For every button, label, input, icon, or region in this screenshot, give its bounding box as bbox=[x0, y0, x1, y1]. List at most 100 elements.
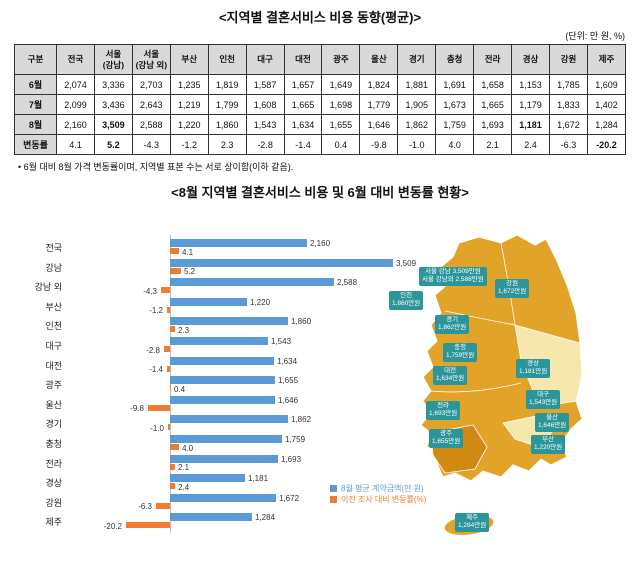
chart-row: 경기 1,862 -1.0 bbox=[0, 413, 640, 433]
map-region-label: 인천 1,860만원 bbox=[389, 291, 424, 310]
unit-note: (단위: 만 원, %) bbox=[565, 31, 625, 41]
table-cell: 1,649 bbox=[321, 74, 361, 95]
table-cell: 1,881 bbox=[397, 74, 437, 95]
value-bar bbox=[170, 239, 307, 247]
chart-row: 대구 1,543 -2.8 bbox=[0, 335, 640, 355]
value-bar bbox=[170, 513, 252, 522]
value-bar bbox=[170, 297, 247, 306]
table-cell: 3,336 bbox=[93, 74, 133, 95]
change-label: -2.8 bbox=[146, 345, 160, 355]
value-bar bbox=[170, 278, 334, 287]
change-label: 4.0 bbox=[182, 443, 194, 453]
value-bar bbox=[170, 317, 288, 326]
map-region-label: 부산 1,220만원 bbox=[531, 435, 566, 454]
chart-category-label: 강원 bbox=[45, 497, 62, 508]
value-bar bbox=[170, 415, 288, 424]
table-cell: 1,693 bbox=[473, 114, 513, 135]
change-bar bbox=[170, 483, 175, 490]
change-bar bbox=[167, 365, 170, 372]
value-label: 1,655 bbox=[278, 376, 299, 386]
table-cell: 1,665 bbox=[473, 94, 513, 115]
map-region-label: 대구 1,543만원 bbox=[526, 390, 561, 409]
value-bar bbox=[170, 356, 274, 365]
change-bar bbox=[161, 287, 170, 294]
map-region-label: 강원 1,672만원 bbox=[495, 279, 530, 298]
table-row: 변동률 4.1 5.2 -4.3 -1.2 2.3 -2.8 -1.4 0.4 -9.8 -1.0 4… bbox=[14, 134, 627, 155]
region-border-line bbox=[444, 310, 516, 326]
change-label: -6.3 bbox=[138, 502, 152, 512]
chart-row: 경상 1,181 2.4 bbox=[0, 472, 640, 492]
table-row: 7월 2,099 3,436 2,643 1,219 1,799 1,608 1,665 1,6… bbox=[14, 94, 627, 115]
chart-category-label: 대전 bbox=[45, 360, 62, 371]
chart-category-label: 인천 bbox=[45, 321, 62, 332]
header-cell: 구분 bbox=[14, 44, 57, 75]
change-bar bbox=[126, 522, 170, 529]
change-label: -1.0 bbox=[150, 423, 164, 433]
map-region-label: 전라 1,693만원 bbox=[426, 401, 461, 420]
legend-item: 이전 조사 대비 변동률(%) bbox=[330, 494, 426, 505]
value-label: 1,220 bbox=[250, 297, 271, 307]
table-cell: 0.4 bbox=[321, 134, 361, 155]
value-bar bbox=[170, 435, 282, 443]
value-label: 1,646 bbox=[278, 395, 299, 405]
table-cell: -20.2 bbox=[586, 134, 627, 155]
table-cell: 1,634 bbox=[283, 114, 323, 135]
header-cell: 충청 bbox=[435, 44, 475, 75]
table-cell: 3,436 bbox=[93, 94, 133, 115]
value-bar bbox=[170, 337, 268, 345]
change-label: 4.1 bbox=[182, 247, 194, 257]
table-cell: 2,074 bbox=[56, 74, 95, 95]
value-label: 1,543 bbox=[271, 337, 292, 346]
map-region-label: 광주 1,655만원 bbox=[429, 429, 464, 448]
value-label: 1,693 bbox=[281, 454, 302, 464]
value-label: 2,160 bbox=[310, 239, 331, 248]
table-cell: 1,759 bbox=[435, 114, 475, 135]
change-bar bbox=[168, 424, 170, 431]
chart-row: 제주 1,284 -20.2 bbox=[0, 511, 640, 531]
table-cell: 1,657 bbox=[283, 74, 323, 95]
chart-category-label: 충청 bbox=[45, 439, 62, 449]
table-cell: 1,691 bbox=[435, 74, 475, 95]
region-border-line bbox=[430, 382, 522, 393]
table-cell: 2.1 bbox=[473, 134, 513, 155]
table-cell: 1,235 bbox=[169, 74, 209, 95]
map-region-label: 경상 1,181만원 bbox=[516, 359, 551, 378]
legend-label: 이전 조사 대비 변동률(%) bbox=[341, 495, 427, 504]
change-bar bbox=[167, 306, 170, 313]
value-bar bbox=[170, 258, 393, 267]
header-cell: 광주 bbox=[321, 44, 361, 75]
table-cell: 1,402 bbox=[586, 94, 627, 115]
change-bar bbox=[170, 267, 181, 274]
table-cell: -2.8 bbox=[245, 134, 285, 155]
table-cell: -9.8 bbox=[359, 134, 399, 155]
change-bar bbox=[148, 404, 170, 411]
value-bar bbox=[170, 474, 245, 483]
table-cell: 1,284 bbox=[586, 114, 627, 135]
table-cell: 1,220 bbox=[169, 114, 209, 135]
table-cell: 1,905 bbox=[397, 94, 437, 115]
table-body: 6월 2,074 3,336 2,703 1,235 1,819 1,587 1,657 1,6… bbox=[14, 74, 627, 155]
table-cell: 1,665 bbox=[283, 94, 323, 115]
chart-row: 울산 1,646 -9.8 bbox=[0, 394, 640, 414]
map-region-label: 제주 1,284만원 bbox=[455, 513, 490, 532]
legend-item: 8월 평균 계약금액(만 원) bbox=[330, 483, 426, 494]
chart-row: 강남 3,509 5.2 bbox=[0, 257, 640, 277]
table-cell: 5.2 bbox=[93, 134, 133, 155]
change-bar bbox=[170, 444, 179, 450]
header-cell: 경기 bbox=[397, 44, 437, 75]
chart-row: 강남 외 2,588 -4.3 bbox=[0, 276, 640, 296]
korea-map: 인천 1,860만원 서울 강남 3,509만원 서울 강남외 2,588만원 강원 1,… bbox=[383, 233, 640, 563]
chart-category-label: 경기 bbox=[45, 419, 62, 430]
table-cell: 2.4 bbox=[511, 134, 550, 155]
table-cell: -1.2 bbox=[169, 134, 209, 155]
table-cell: 1,785 bbox=[548, 74, 588, 95]
map-region-label: 경기 1,862만원 bbox=[435, 315, 470, 334]
table-cell: 1,153 bbox=[511, 74, 550, 95]
table-row: 8월 2,160 3,509 2,588 1,220 1,860 1,543 1,634 1,6… bbox=[14, 114, 627, 135]
table-cell: 2,099 bbox=[56, 94, 95, 115]
table-row: 6월 2,074 3,336 2,703 1,235 1,819 1,587 1,657 1,6… bbox=[14, 74, 627, 95]
change-label: -1.4 bbox=[149, 365, 163, 375]
cost-table: 구분 전국 서울 (강남) 서울 (강남 외) 부산 인천 대구 대전 광주 울산 경기 충청 전라 경상 강원… bbox=[14, 44, 627, 155]
value-bar bbox=[170, 493, 276, 502]
change-label: -9.8 bbox=[130, 404, 144, 414]
